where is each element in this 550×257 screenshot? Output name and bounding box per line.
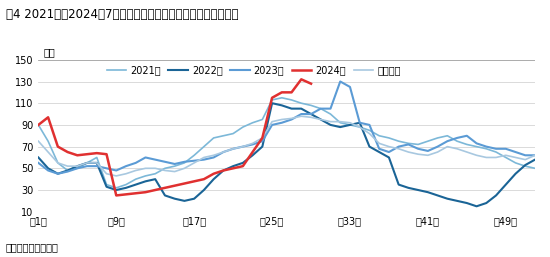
Legend: 2021年, 2022年, 2023年, 2024年, 五年均值: 2021年, 2022年, 2023年, 2024年, 五年均值 (103, 62, 404, 79)
Text: 图4 2021年至2024年7月中国大豆压榨企业豆粕周度库存走势图: 图4 2021年至2024年7月中国大豆压榨企业豆粕周度库存走势图 (6, 8, 238, 21)
Text: 数据来源：卓创资讯: 数据来源：卓创资讯 (6, 242, 58, 252)
Text: 万吨: 万吨 (43, 47, 55, 57)
